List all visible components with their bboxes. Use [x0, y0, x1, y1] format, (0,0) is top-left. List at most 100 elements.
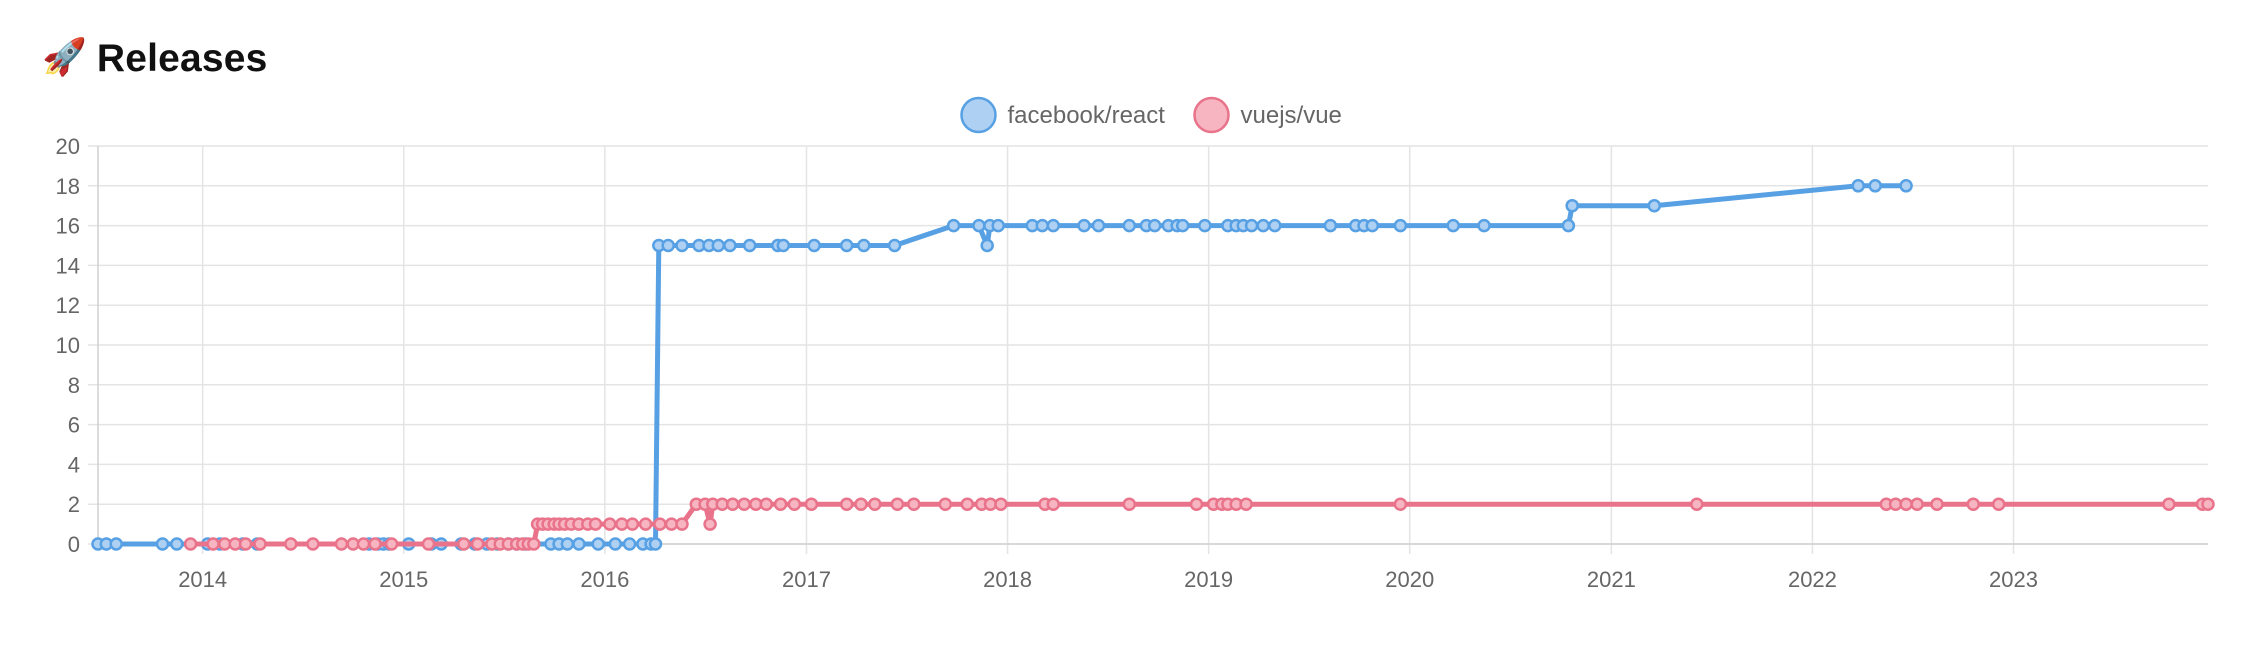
data-point[interactable]	[759, 497, 774, 511]
data-point[interactable]	[1477, 218, 1491, 233]
data-point[interactable]	[1868, 179, 1882, 193]
data-point[interactable]	[868, 497, 882, 511]
data-point[interactable]	[723, 238, 737, 253]
data-point[interactable]	[1256, 218, 1270, 233]
data-point[interactable]	[603, 517, 617, 531]
data-point[interactable]	[946, 218, 961, 233]
data-point[interactable]	[572, 537, 586, 551]
data-point[interactable]	[1991, 497, 2006, 511]
data-point[interactable]	[588, 517, 603, 531]
data-point[interactable]	[960, 497, 975, 511]
data-point[interactable]	[1446, 218, 1460, 233]
data-point[interactable]	[857, 238, 871, 253]
data-point[interactable]	[2162, 497, 2176, 511]
data-point[interactable]	[1365, 218, 1380, 233]
x-tick-label: 2017	[782, 567, 831, 592]
data-point[interactable]	[421, 537, 436, 551]
data-point[interactable]	[661, 238, 675, 253]
data-point[interactable]	[653, 517, 667, 531]
data-point[interactable]	[972, 218, 986, 233]
x-tick-label: 2023	[1989, 567, 2038, 592]
data-point[interactable]	[648, 537, 663, 551]
data-point[interactable]	[591, 537, 605, 551]
data-point[interactable]	[625, 517, 640, 531]
legend-item-facebook-react[interactable]: facebook/react	[960, 96, 1166, 134]
data-point[interactable]	[183, 537, 198, 551]
data-point[interactable]	[887, 238, 902, 253]
data-point[interactable]	[1244, 218, 1259, 233]
data-point[interactable]	[776, 238, 791, 253]
data-point[interactable]	[334, 537, 349, 551]
data-point[interactable]	[1690, 497, 1704, 511]
data-point[interactable]	[725, 497, 740, 511]
data-point[interactable]	[356, 537, 371, 551]
data-point[interactable]	[742, 238, 757, 253]
data-point[interactable]	[2201, 497, 2215, 511]
data-point[interactable]	[253, 537, 267, 551]
data-point[interactable]	[675, 238, 689, 253]
data-point[interactable]	[608, 537, 623, 551]
data-point[interactable]	[527, 537, 541, 551]
data-point[interactable]	[1046, 497, 1061, 511]
data-point[interactable]	[1189, 497, 1204, 511]
data-point[interactable]	[994, 497, 1008, 511]
data-point[interactable]	[737, 497, 751, 511]
data-point[interactable]	[170, 537, 184, 551]
data-point[interactable]	[711, 238, 726, 253]
data-point[interactable]	[306, 537, 320, 551]
data-point[interactable]	[938, 497, 953, 511]
data-point[interactable]	[991, 218, 1005, 233]
data-point[interactable]	[1122, 218, 1137, 233]
data-point[interactable]	[1899, 497, 1913, 511]
data-point[interactable]	[1046, 218, 1061, 233]
data-point[interactable]	[1077, 218, 1091, 233]
data-point[interactable]	[109, 537, 123, 551]
data-point[interactable]	[890, 497, 905, 511]
data-point[interactable]	[907, 497, 921, 511]
data-point[interactable]	[1122, 497, 1137, 511]
data-point[interactable]	[854, 497, 868, 511]
data-point[interactable]	[675, 517, 689, 531]
data-point[interactable]	[470, 537, 485, 551]
x-tick-label: 2021	[1587, 567, 1636, 592]
data-point[interactable]	[638, 517, 653, 531]
data-point[interactable]	[457, 537, 471, 551]
data-point[interactable]	[1393, 497, 1408, 511]
data-point[interactable]	[1647, 198, 1662, 213]
data-point[interactable]	[384, 537, 399, 551]
data-point[interactable]	[1899, 179, 1913, 193]
data-point[interactable]	[155, 537, 170, 551]
data-point[interactable]	[1323, 218, 1338, 233]
data-point[interactable]	[1565, 198, 1579, 213]
legend-label: facebook/react	[1008, 102, 1166, 129]
data-point[interactable]	[1091, 218, 1106, 233]
data-point[interactable]	[1035, 218, 1050, 233]
data-point[interactable]	[839, 497, 854, 511]
rocket-icon: 🚀	[42, 37, 87, 78]
data-point[interactable]	[787, 497, 802, 511]
data-point[interactable]	[1966, 497, 1981, 511]
data-point[interactable]	[980, 238, 994, 253]
data-point[interactable]	[1851, 179, 1865, 193]
data-point[interactable]	[804, 497, 819, 511]
data-point[interactable]	[622, 537, 637, 551]
data-point[interactable]	[1175, 218, 1190, 233]
data-point[interactable]	[1268, 218, 1282, 233]
data-point[interactable]	[238, 537, 253, 551]
data-point[interactable]	[206, 537, 220, 551]
data-point[interactable]	[1239, 497, 1253, 511]
data-point[interactable]	[1147, 218, 1162, 233]
data-point[interactable]	[1561, 218, 1576, 233]
data-point[interactable]	[1910, 497, 1924, 511]
data-point[interactable]	[773, 497, 788, 511]
legend-item-vuejs-vue[interactable]: vuejs/vue	[1193, 96, 1342, 134]
data-point[interactable]	[1198, 218, 1212, 233]
data-point[interactable]	[1393, 218, 1408, 233]
data-point[interactable]	[807, 238, 821, 253]
data-point[interactable]	[368, 537, 382, 551]
data-point[interactable]	[560, 537, 575, 551]
data-point[interactable]	[703, 517, 717, 531]
data-point[interactable]	[839, 238, 854, 253]
data-point[interactable]	[1930, 497, 1944, 511]
data-point[interactable]	[284, 537, 298, 551]
